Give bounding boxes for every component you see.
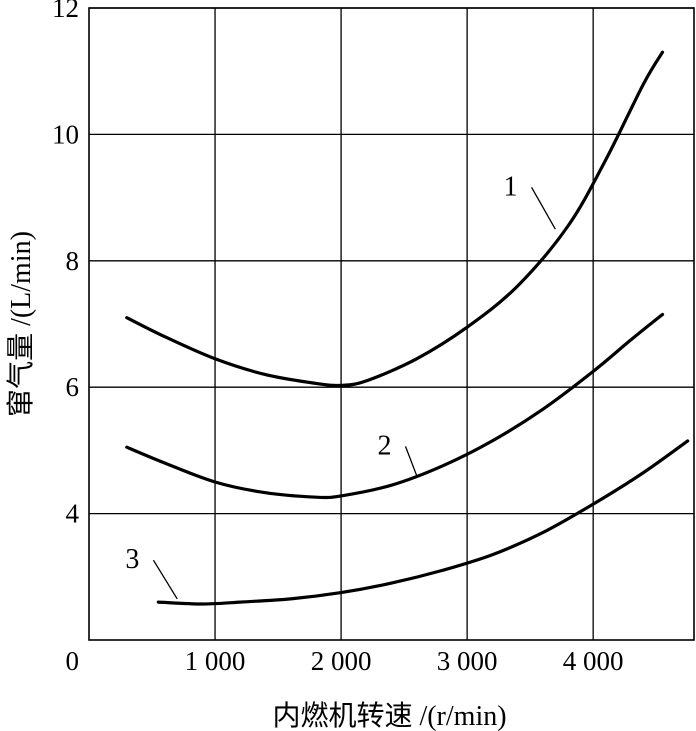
y-axis-title: 窜气量 /(L/min): [5, 231, 37, 417]
y-tick-label: 6: [66, 372, 80, 402]
curves: [125, 50, 690, 606]
curve-label-3: 3: [125, 544, 139, 575]
y-tick-label: 12: [52, 0, 79, 23]
plot-frame: [88, 7, 695, 641]
curve-label-2: 2: [378, 430, 392, 461]
series-line-2: [125, 312, 665, 500]
grid: [89, 7, 694, 640]
y-tick-label: 4: [66, 499, 80, 529]
x-tick-label: 1 000: [185, 646, 246, 676]
curve-leaders: [152, 186, 556, 600]
origin-label: 0: [66, 646, 80, 676]
x-tick-label: 2 000: [311, 646, 372, 676]
x-tick-label: 4 000: [563, 646, 624, 676]
x-tick-label: 3 000: [437, 646, 498, 676]
x-axis-title: 内燃机转速 /(r/min): [272, 700, 506, 731]
series-line-1: [125, 50, 665, 388]
leader-line-2: [404, 446, 418, 476]
leader-line-3: [152, 559, 178, 600]
y-tick-label: 10: [52, 119, 79, 149]
curve-labels: 1 2 3: [125, 171, 517, 575]
series-line-3: [156, 439, 690, 606]
y-tick-label: 8: [66, 246, 80, 276]
leader-line-1: [530, 186, 556, 230]
curve-label-1: 1: [504, 171, 518, 202]
